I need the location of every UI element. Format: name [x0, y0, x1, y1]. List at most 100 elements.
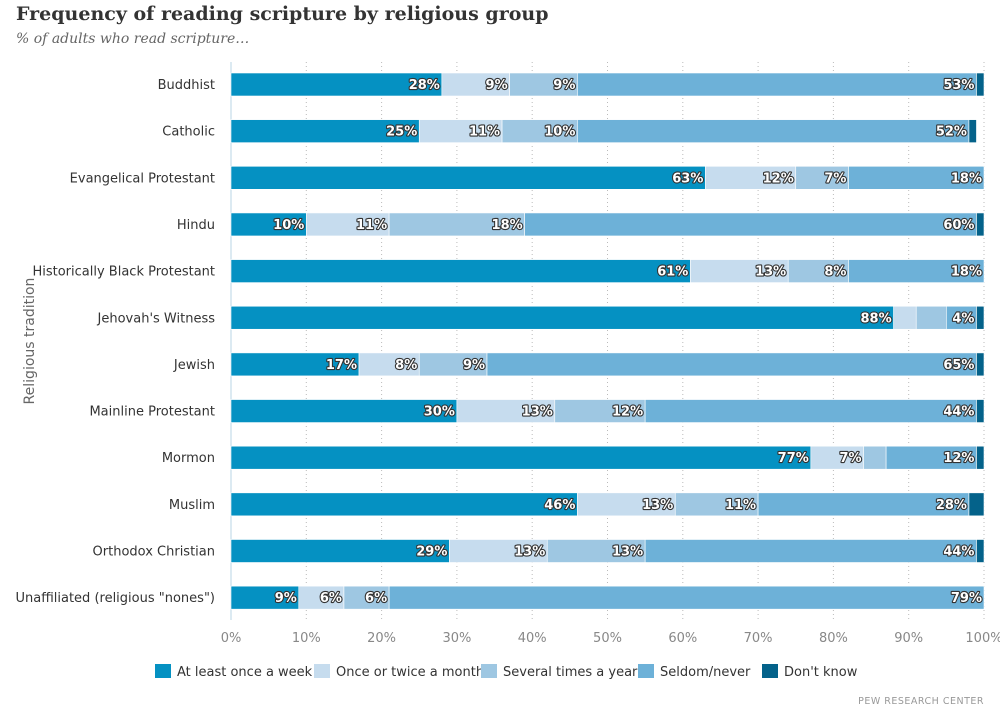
data-label: 77%: [778, 451, 809, 466]
data-label: 18%: [951, 171, 982, 186]
data-label: 12%: [763, 171, 794, 186]
data-label: 9%: [463, 358, 485, 373]
category-label: Hindu: [177, 218, 215, 233]
data-label: 63%: [672, 171, 703, 186]
bar-segment: [577, 72, 977, 97]
data-label: 79%: [951, 591, 982, 606]
bar-segment: [230, 445, 812, 470]
x-tick-label: 20%: [367, 631, 396, 646]
x-tick-label: 0%: [221, 631, 242, 646]
data-label: 17%: [326, 358, 357, 373]
data-label: 9%: [553, 78, 575, 93]
x-tick-label: 90%: [894, 631, 923, 646]
data-label: 11%: [356, 218, 387, 233]
x-tick-label: 30%: [442, 631, 471, 646]
data-label: 28%: [936, 498, 967, 513]
data-label: 6%: [365, 591, 387, 606]
data-label: 13%: [522, 405, 553, 420]
category-label: Evangelical Protestant: [70, 171, 215, 186]
data-label: 13%: [514, 545, 545, 560]
legend-label: At least once a week: [177, 665, 313, 680]
category-label: Historically Black Protestant: [32, 265, 215, 280]
data-label: 11%: [725, 498, 756, 513]
legend-swatch: [762, 664, 778, 678]
legend-label: Don't know: [784, 665, 858, 680]
data-label: 44%: [943, 405, 974, 420]
x-tick-label: 70%: [744, 631, 773, 646]
bar-segment: [968, 119, 977, 143]
bar-segment: [230, 166, 706, 190]
category-label: Jehovah's Witness: [97, 311, 216, 326]
legend-label: Several times a year: [503, 665, 638, 680]
category-label: Mormon: [162, 451, 215, 466]
category-label: Buddhist: [158, 78, 215, 93]
data-label: 7%: [839, 451, 861, 466]
data-label: 10%: [544, 125, 575, 140]
data-label: 4%: [952, 311, 974, 326]
data-label: 44%: [943, 545, 974, 560]
category-label: Catholic: [162, 125, 215, 140]
category-label: Mainline Protestant: [89, 405, 215, 420]
data-label: 61%: [657, 265, 688, 280]
x-tick-labels: 0% 10% 20% 30% 40% 50% 60% 70% 80% 90% 100%: [221, 631, 1000, 646]
bar-segment: [976, 539, 985, 563]
y-axis-label: Religious tradition: [22, 278, 38, 405]
data-label: 12%: [943, 451, 974, 466]
bar-segment: [863, 445, 887, 470]
data-label: 52%: [936, 125, 967, 140]
bar-segment: [644, 539, 977, 563]
legend-label: Seldom/never: [660, 665, 751, 680]
bar-segment: [230, 305, 894, 330]
data-label: 9%: [275, 591, 297, 606]
legend-swatch: [155, 664, 171, 678]
bar-segment: [524, 212, 977, 237]
bar-segment: [976, 445, 985, 470]
bar-segment: [230, 492, 578, 517]
bar-segment: [644, 399, 977, 423]
category-label: Jewish: [173, 358, 215, 373]
data-label: 12%: [612, 405, 643, 420]
bar-segment: [976, 399, 985, 423]
gridlines: [230, 62, 985, 620]
bar-segment: [893, 305, 917, 330]
bar-segment: [976, 72, 985, 97]
bar-segments: [230, 72, 985, 610]
data-label: 88%: [861, 311, 892, 326]
bar-segment: [230, 259, 691, 283]
bar-segment: [976, 212, 985, 237]
bar-segment: [976, 352, 985, 377]
data-label: 7%: [824, 171, 846, 186]
x-tick-label: 60%: [668, 631, 697, 646]
data-label: 9%: [486, 78, 508, 93]
data-label: 13%: [642, 498, 673, 513]
data-label: 29%: [416, 545, 447, 560]
bar-segment: [915, 305, 947, 330]
data-label: 6%: [320, 591, 342, 606]
data-label: 25%: [386, 125, 417, 140]
data-label: 60%: [943, 218, 974, 233]
data-label: 46%: [544, 498, 575, 513]
data-label: 28%: [409, 78, 440, 93]
legend: At least once a week Once or twice a mont…: [155, 664, 858, 680]
bar-segment: [577, 119, 970, 143]
data-label: 65%: [943, 358, 974, 373]
bar-segment: [486, 352, 977, 377]
x-tick-label: 80%: [819, 631, 848, 646]
data-label: 11%: [469, 125, 500, 140]
x-tick-label: 40%: [518, 631, 547, 646]
category-label: Orthodox Christian: [93, 545, 215, 560]
data-label: 18%: [951, 265, 982, 280]
category-label: Muslim: [169, 498, 215, 513]
data-labels: 28% 9% 9% 53% 25% 11% 10% 52% 63% 12% 7% 18% 10% 11% 1…: [272, 77, 983, 607]
x-tick-label: 50%: [593, 631, 622, 646]
x-tick-label: 10%: [292, 631, 321, 646]
legend-swatch: [481, 664, 497, 678]
data-label: 30%: [424, 405, 455, 420]
chart-title: Frequency of reading scripture by religi…: [16, 3, 549, 25]
data-label: 13%: [755, 265, 786, 280]
legend-swatch: [314, 664, 330, 678]
data-label: 53%: [943, 78, 974, 93]
data-label: 18%: [492, 218, 523, 233]
data-label: 8%: [824, 265, 846, 280]
